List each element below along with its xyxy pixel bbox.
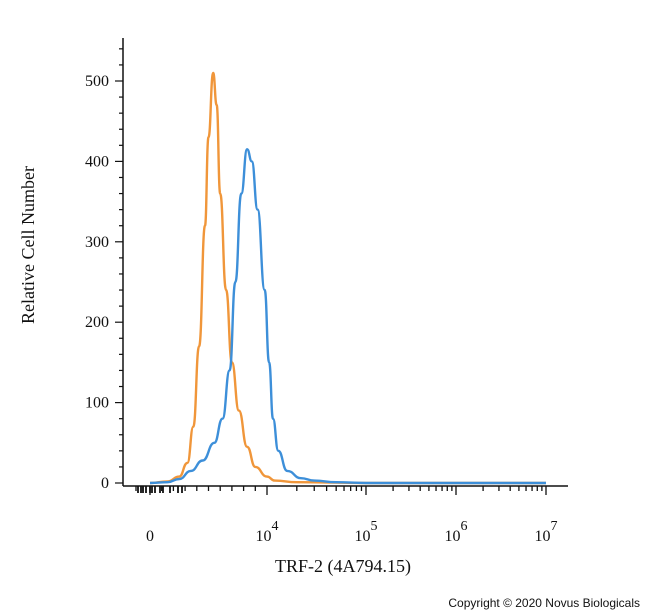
x-axis: 0 104 105 106 107	[123, 485, 568, 545]
y-tick-label: 500	[85, 73, 109, 90]
x-tick-label: 106	[445, 519, 468, 545]
x-axis-title: TRF-2 (4A794.15)	[275, 556, 411, 577]
y-tick-label: 0	[101, 475, 109, 492]
x-tick-label: 104	[256, 519, 279, 545]
x-tick-label: 107	[535, 519, 558, 545]
y-tick-label: 400	[85, 153, 109, 170]
y-axis-title: Relative Cell Number	[18, 166, 38, 324]
copyright-notice: Copyright © 2020 Novus Biologicals	[448, 596, 640, 610]
x-tick-label: 105	[355, 519, 378, 545]
y-tick-label: 200	[85, 314, 109, 331]
y-axis: 0 100 200 300 400 500	[85, 38, 124, 492]
blue-histogram-line	[149, 148, 546, 485]
y-tick-label: 100	[85, 395, 109, 412]
orange-histogram-line	[149, 71, 546, 485]
y-tick-label: 300	[85, 234, 109, 251]
series-layer	[149, 71, 546, 485]
x-tick-label: 0	[146, 528, 154, 545]
